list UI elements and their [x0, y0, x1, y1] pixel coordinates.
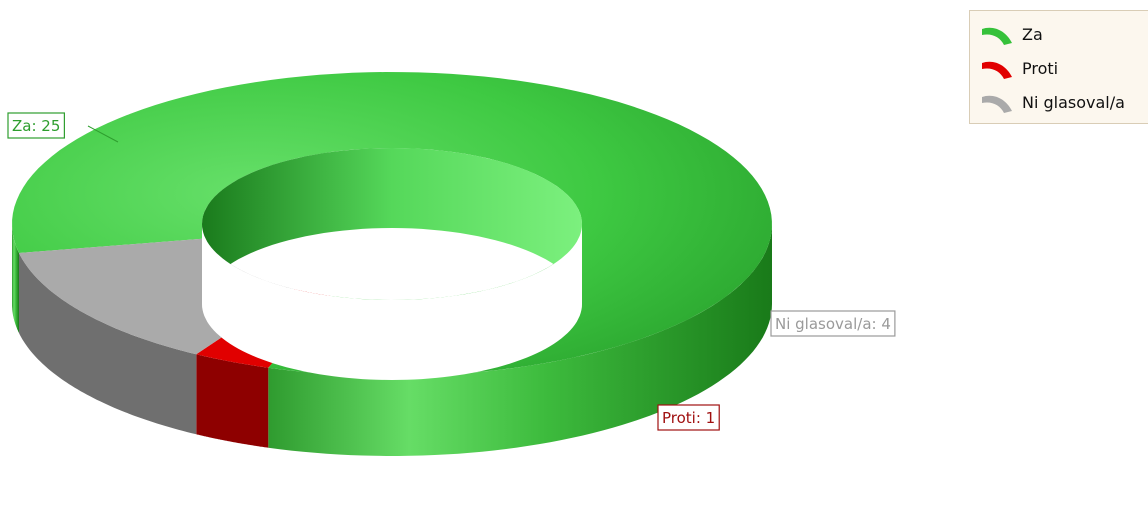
data-label-1: Proti: 1	[657, 404, 720, 431]
slice-side-0	[12, 224, 19, 333]
slice-side-1	[196, 354, 269, 448]
svg-text:Za: 25: Za: 25	[12, 117, 60, 135]
legend-swatch-ni-glasoval	[982, 95, 1012, 113]
donut-hole	[202, 224, 582, 380]
legend-swatch-proti	[982, 61, 1012, 79]
legend-label-ni-glasoval: Ni glasoval/a	[1022, 92, 1125, 112]
svg-text:Ni glasoval/a: 4: Ni glasoval/a: 4	[775, 315, 891, 333]
legend-item-ni-glasoval: Ni glasoval/a	[978, 87, 1125, 117]
legend-swatch-za	[982, 27, 1012, 45]
slice-inner-wall-0	[202, 148, 582, 304]
data-label-0: Za: 25	[7, 112, 119, 143]
svg-text:Proti: 1: Proti: 1	[662, 409, 715, 427]
legend-label-za: Za	[1022, 24, 1043, 44]
slice-side-0	[268, 224, 772, 456]
data-label-2: Ni glasoval/a: 4	[770, 310, 896, 337]
legend-item-proti: Proti	[978, 53, 1058, 83]
slice-side-2	[19, 253, 197, 435]
legend-label-proti: Proti	[1022, 58, 1059, 78]
legend: Za Proti Ni glasoval/a	[969, 10, 1148, 124]
legend-item-za: Za	[978, 19, 1043, 49]
